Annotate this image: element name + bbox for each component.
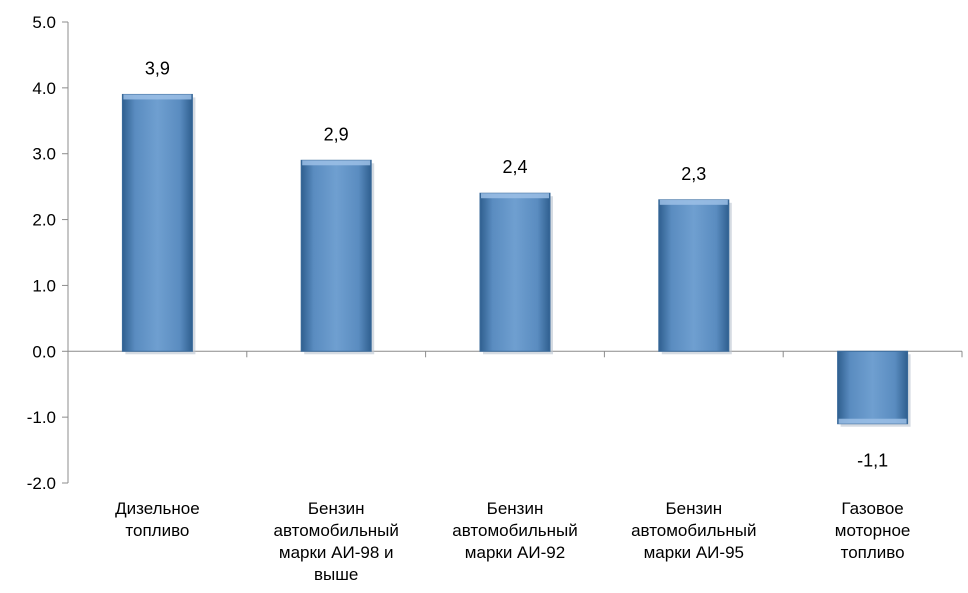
data-label: 2,9 <box>324 124 349 144</box>
bar-bevel <box>123 94 192 100</box>
category-label-line: автомобильный <box>273 521 398 540</box>
y-tick-label: 1.0 <box>32 276 56 295</box>
category-label: Газовое моторное топливо <box>835 499 911 562</box>
category-label-line: Бензин <box>308 499 365 518</box>
bar-bevel <box>659 199 728 205</box>
category-label-line: Бензин <box>487 499 544 518</box>
bar <box>300 159 372 352</box>
bar <box>837 350 909 425</box>
bar-bevel <box>838 418 907 424</box>
y-tick-label: 3.0 <box>32 145 56 164</box>
bar <box>479 192 551 352</box>
bars <box>121 93 911 427</box>
data-labels: 3,9 2,9 2,4 2,3 -1,1 <box>145 58 888 470</box>
category-label: Бензин автомобильный марки АИ-98 и выше <box>273 499 398 584</box>
data-label: 3,9 <box>145 58 170 78</box>
bar-bevel <box>302 160 371 166</box>
category-label-line: Дизельное <box>115 499 200 518</box>
category-label: Бензин автомобильный марки АИ-92 <box>452 499 577 562</box>
category-label-line: марки АИ-95 <box>644 543 744 562</box>
category-label-line: автомобильный <box>452 521 577 540</box>
data-label: 2,4 <box>502 157 527 177</box>
category-label-line: марки АИ-92 <box>465 543 565 562</box>
category-labels: Дизельное топливо Бензин автомобильный марки… <box>115 499 910 584</box>
y-tick-label: 2.0 <box>32 211 56 230</box>
y-tick-label: 5.0 <box>32 13 56 32</box>
y-tick-label: -1.0 <box>27 408 56 427</box>
category-label-line: Бензин <box>665 499 722 518</box>
category-label-line: марки АИ-98 и <box>279 543 394 562</box>
category-label-line: выше <box>314 565 358 584</box>
category-label-line: топливо <box>125 521 189 540</box>
data-label: 2,3 <box>681 164 706 184</box>
bar-bevel <box>481 193 549 199</box>
category-label-line: моторное <box>835 521 911 540</box>
bar <box>121 93 193 352</box>
category-label-line: топливо <box>841 543 905 562</box>
category-label-line: Газовое <box>841 499 903 518</box>
y-tick-label: -2.0 <box>27 474 56 493</box>
y-tick-label: 4.0 <box>32 79 56 98</box>
data-label: -1,1 <box>857 451 888 471</box>
category-label-line: автомобильный <box>631 521 756 540</box>
category-label: Дизельное топливо <box>115 499 200 540</box>
y-axis: 5.0 4.0 3.0 2.0 1.0 0.0 -1.0 -2.0 <box>27 13 69 493</box>
category-label: Бензин автомобильный марки АИ-95 <box>631 499 756 562</box>
bar <box>658 199 730 352</box>
y-tick-label: 0.0 <box>32 342 56 361</box>
